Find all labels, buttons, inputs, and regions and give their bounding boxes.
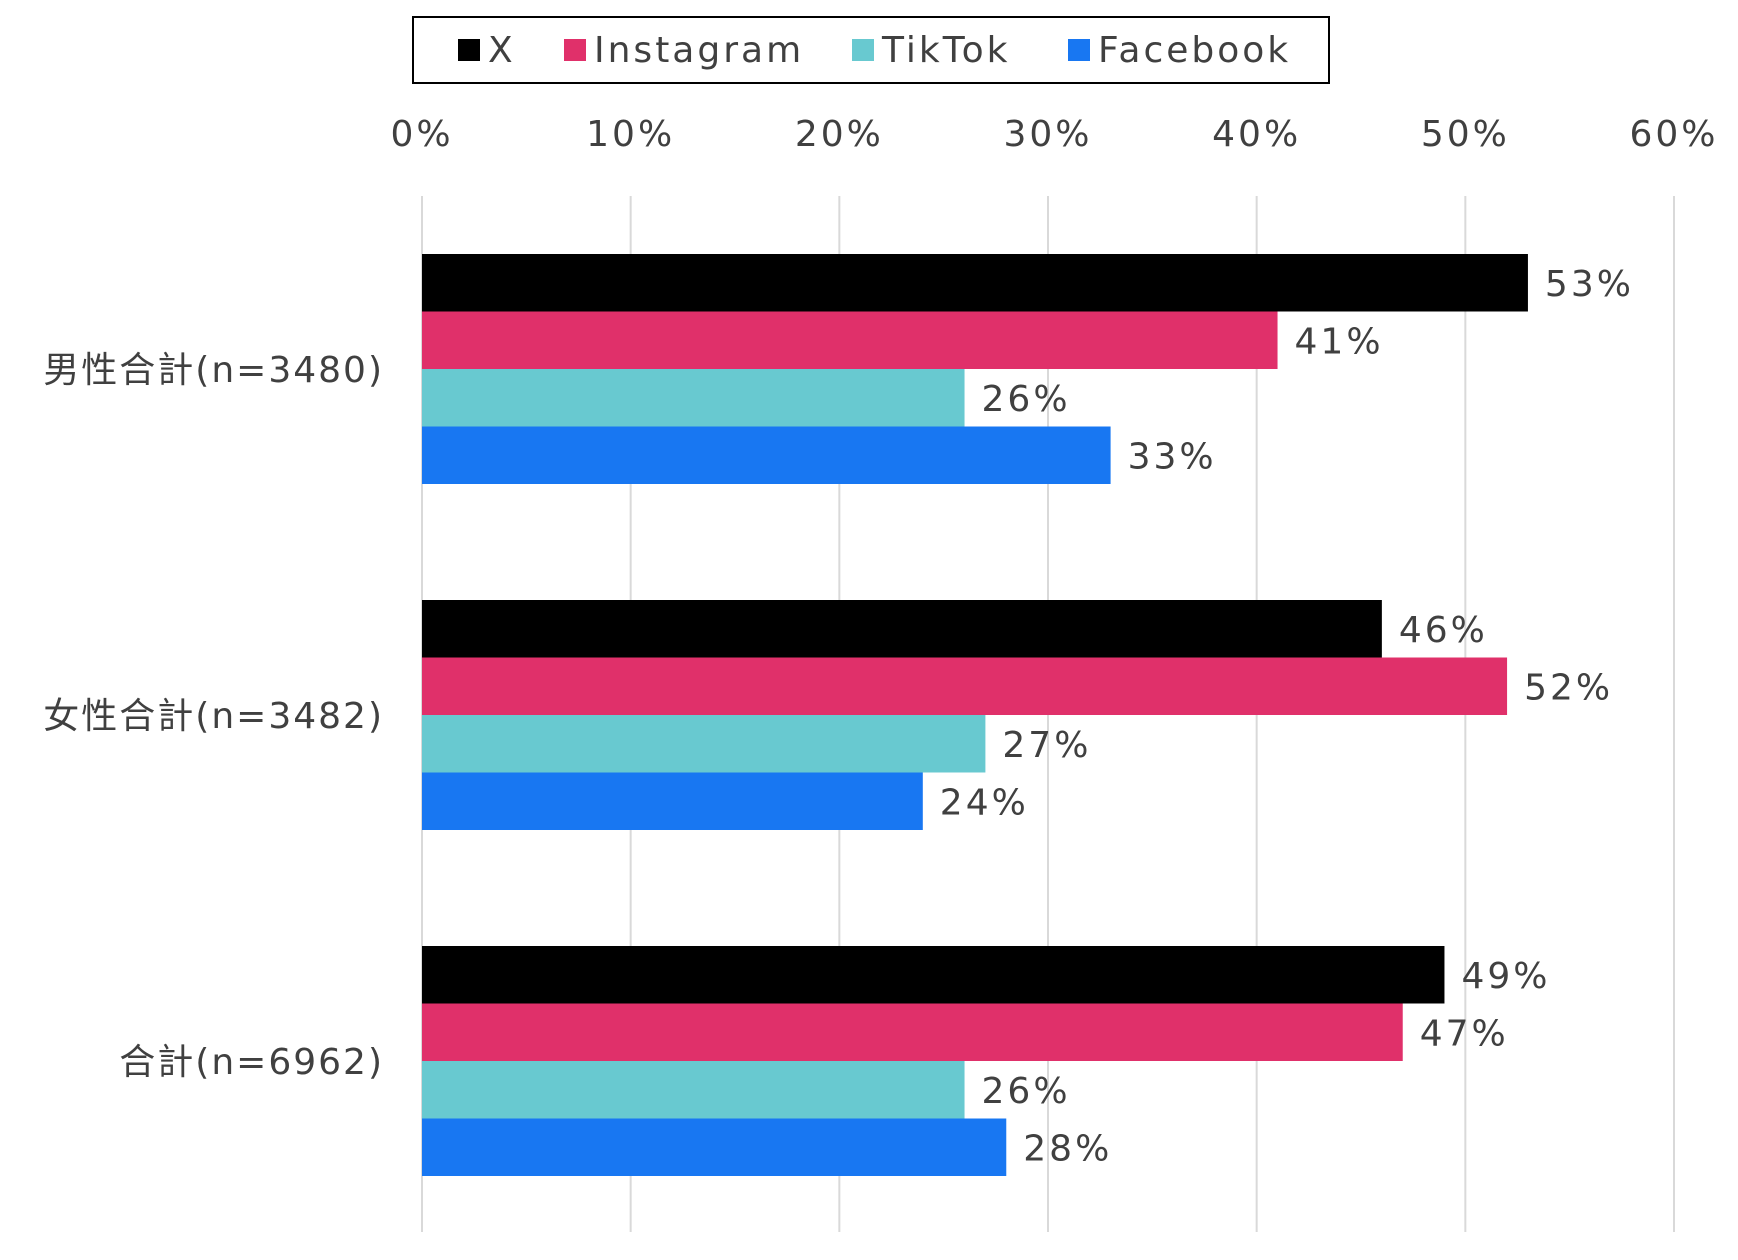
bar	[422, 657, 1508, 715]
legend-item-facebook: Facebook	[1068, 18, 1291, 82]
legend-label-tiktok: TikTok	[882, 29, 1011, 71]
category-label: 合計(n=6962)	[119, 1042, 384, 1083]
bar	[422, 772, 923, 830]
data-label: 27%	[1002, 725, 1091, 766]
legend-item-tiktok: TikTok	[852, 18, 1010, 82]
bar	[422, 1118, 1007, 1176]
bar	[422, 369, 965, 427]
x-tick-label: 10%	[586, 114, 675, 155]
category-label: 男性合計(n=3480)	[43, 350, 384, 391]
bar	[422, 1061, 965, 1119]
x-tick-label: 30%	[1003, 114, 1092, 155]
category-label: 女性合計(n=3482)	[43, 696, 384, 737]
data-label: 49%	[1461, 956, 1550, 997]
data-label: 33%	[1128, 436, 1217, 477]
x-tick-label: 60%	[1629, 114, 1718, 155]
bar	[422, 946, 1445, 1004]
data-label: 26%	[982, 1071, 1071, 1112]
data-label: 26%	[982, 379, 1071, 420]
data-label: 24%	[940, 782, 1029, 823]
data-label: 53%	[1545, 264, 1634, 305]
data-label: 47%	[1420, 1013, 1509, 1054]
legend-item-instagram: Instagram	[564, 18, 804, 82]
legend-label-facebook: Facebook	[1098, 29, 1292, 71]
bar	[422, 426, 1111, 484]
legend: X Instagram TikTok Facebook	[412, 16, 1330, 84]
legend-swatch-x	[458, 39, 480, 61]
legend-swatch-instagram	[564, 39, 586, 61]
legend-label-x: X	[488, 29, 516, 71]
bar	[422, 715, 986, 773]
legend-label-instagram: Instagram	[594, 29, 805, 71]
data-label: 52%	[1524, 667, 1613, 708]
x-tick-label: 40%	[1212, 114, 1301, 155]
data-label: 41%	[1295, 321, 1384, 362]
bar	[422, 311, 1278, 369]
bar	[422, 254, 1528, 312]
x-tick-label: 20%	[795, 114, 884, 155]
bar	[422, 1003, 1403, 1061]
x-tick-label: 0%	[390, 114, 453, 155]
legend-swatch-tiktok	[852, 39, 874, 61]
bar	[422, 600, 1382, 658]
data-label: 28%	[1023, 1128, 1112, 1169]
legend-item-x: X	[458, 18, 516, 82]
data-label: 46%	[1399, 610, 1488, 651]
legend-swatch-facebook	[1068, 39, 1090, 61]
x-tick-label: 50%	[1421, 114, 1510, 155]
